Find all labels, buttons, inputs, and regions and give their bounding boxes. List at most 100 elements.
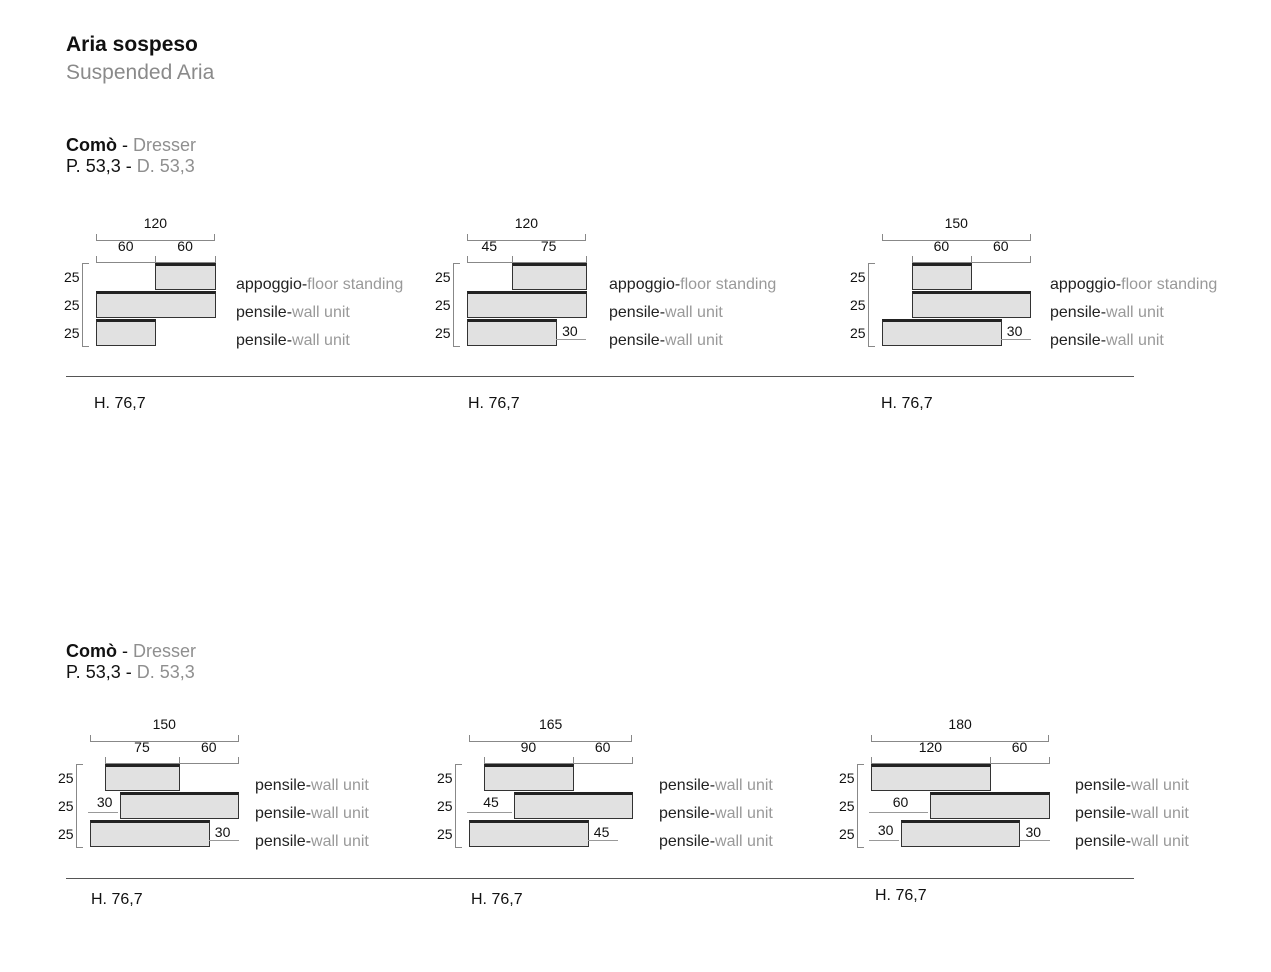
offset-line: [587, 840, 618, 841]
segment-dimension-line: [911, 256, 973, 263]
label-it: pensile-: [255, 833, 312, 850]
right-offset-label: 30: [562, 323, 578, 339]
module-label: pensile-wall unit: [609, 304, 723, 322]
segment-dimension-line: [155, 256, 216, 263]
offset-line: [208, 840, 239, 841]
row-height-label: 25: [58, 798, 74, 814]
module-box: [900, 820, 1021, 847]
left-offset-label: 30: [96, 794, 113, 810]
row-height-label: 25: [64, 297, 80, 313]
left-offset-label: 60: [892, 794, 909, 810]
height-dimension-line: [857, 764, 864, 848]
module-label: pensile-wall unit: [255, 805, 369, 823]
label-it: pensile-: [1075, 777, 1132, 794]
segment-width-label: 60: [201, 739, 217, 755]
row-height-label: 25: [839, 798, 855, 814]
row-height-label: 25: [435, 269, 451, 285]
total-height: H. 76,7: [471, 891, 523, 908]
module-box: [911, 291, 1032, 318]
segment-dimension-line: [989, 757, 1051, 764]
label-en: floor standing: [1121, 276, 1218, 293]
module-label: pensile-wall unit: [236, 304, 350, 322]
row-height-label: 25: [850, 269, 866, 285]
total-width-label: 165: [538, 716, 563, 732]
module-label: pensile-wall unit: [236, 332, 350, 350]
depth: P. 53,3: [66, 156, 121, 176]
label-it: appoggio-: [236, 276, 308, 293]
module-box: [911, 263, 973, 290]
label-it: pensile-: [255, 805, 312, 822]
total-height: H. 76,7: [881, 395, 933, 412]
depth-en: D. 53,3: [136, 662, 195, 682]
label-en: wall unit: [665, 332, 723, 349]
label-it: pensile-: [236, 304, 293, 321]
total-dimension-line: [882, 234, 1031, 241]
module-label: appoggio-floor standing: [609, 276, 776, 294]
module-label: pensile-wall unit: [659, 805, 773, 823]
row-height-label: 25: [64, 325, 80, 341]
module-box: [469, 820, 589, 847]
module-label: pensile-wall unit: [1075, 805, 1189, 823]
label-en: wall unit: [1131, 805, 1189, 822]
total-dimension-line: [96, 234, 215, 241]
label-en: floor standing: [307, 276, 404, 293]
label-it: pensile-: [659, 805, 716, 822]
offset-line: [556, 339, 587, 340]
row-height-label: 25: [435, 325, 451, 341]
left-offset-label: 45: [483, 794, 499, 810]
label-it: pensile-: [236, 332, 293, 349]
section-name-en: Dresser: [133, 641, 197, 661]
segment-width-label: 90: [520, 739, 537, 755]
label-en: wall unit: [292, 304, 350, 321]
module-box: [104, 764, 181, 791]
total-width-label: 120: [514, 215, 539, 231]
segment-width-label: 75: [134, 739, 150, 755]
module-label: appoggio-floor standing: [1050, 276, 1217, 294]
row-height-label: 25: [435, 297, 451, 313]
segment-dimension-line: [96, 256, 157, 263]
row-height-label: 25: [437, 770, 453, 786]
height-dimension-line: [455, 764, 462, 848]
row-height-label: 25: [58, 826, 74, 842]
total-dimension-line: [467, 234, 586, 241]
section-name: Comò: [66, 135, 117, 155]
segment-dimension-line: [871, 757, 991, 764]
total-width-label: 180: [948, 716, 972, 732]
label-it: pensile-: [1050, 332, 1107, 349]
module-box: [119, 792, 240, 819]
module-label: pensile-wall unit: [659, 777, 773, 795]
label-en: wall unit: [715, 805, 773, 822]
row-height-label: 25: [850, 297, 866, 313]
offset-line: [1000, 339, 1031, 340]
module-box: [511, 263, 587, 290]
right-offset-label: 45: [593, 824, 610, 840]
label-en: wall unit: [311, 805, 369, 822]
total-height: H. 76,7: [875, 887, 927, 904]
offset-line: [869, 840, 899, 841]
offset-line: [869, 812, 929, 813]
module-label: pensile-wall unit: [255, 833, 369, 851]
label-en: wall unit: [1106, 332, 1164, 349]
left-offset-label: 30: [877, 822, 894, 838]
module-label: pensile-wall unit: [1075, 777, 1189, 795]
module-box: [930, 792, 1051, 819]
row-height-label: 25: [850, 325, 866, 341]
label-en: wall unit: [715, 833, 773, 850]
page-subtitle: Suspended Aria: [66, 61, 215, 84]
segment-dimension-line: [511, 256, 587, 263]
label-en: floor standing: [680, 276, 777, 293]
segment-width-label: 120: [918, 739, 943, 755]
segment-width-label: 45: [481, 238, 498, 254]
label-en: wall unit: [1131, 833, 1189, 850]
section-2-heading: Comò - Dresser P. 53,3 - D. 53,3: [66, 641, 197, 682]
module-label: pensile-wall unit: [1050, 332, 1164, 350]
segment-width-label: 60: [117, 238, 134, 254]
module-box: [467, 319, 558, 346]
segment-dimension-line: [572, 757, 634, 764]
module-box: [513, 792, 634, 819]
right-offset-label: 30: [1025, 824, 1042, 840]
label-en: wall unit: [1131, 777, 1189, 794]
label-it: pensile-: [255, 777, 312, 794]
section-1-heading: Comò - Dresser P. 53,3 - D. 53,3: [66, 135, 197, 176]
height-dimension-line: [868, 263, 875, 347]
